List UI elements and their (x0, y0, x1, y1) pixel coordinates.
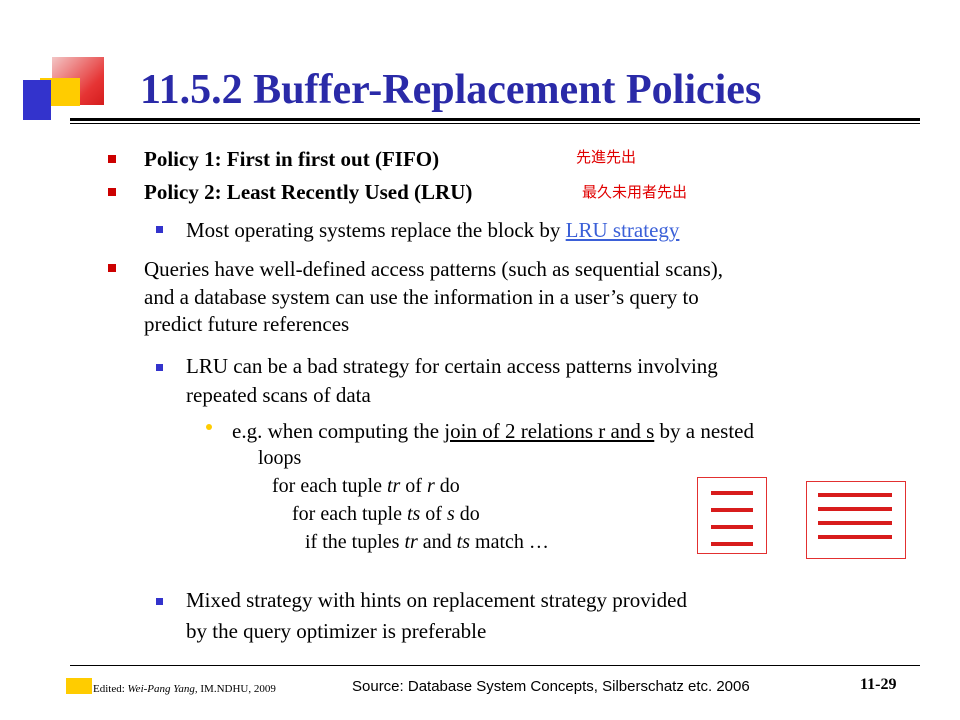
page-number: 11-29 (860, 676, 897, 693)
dot-bullet-icon (206, 424, 212, 430)
footer-edited-author: Wei-Pang Yang, (127, 683, 198, 695)
sub-bullet-icon (156, 226, 163, 233)
bullet-icon (108, 155, 116, 163)
slide-title: 11.5.2 Buffer-Replacement Policies (140, 67, 762, 113)
loop-2-text-a: for each tuple (292, 503, 407, 525)
os-lru-text: Most operating systems replace the block… (186, 217, 679, 243)
mixed-line-2: by the query optimizer is preferable (186, 619, 487, 643)
relation-s-page-icon (806, 481, 906, 559)
eg-line-1: e.g. when computing the join of 2 relati… (232, 418, 754, 444)
page-line (818, 521, 892, 525)
footer-edited-rest: IM.NDHU, 2009 (197, 683, 276, 695)
page-line (818, 507, 892, 511)
bullet-icon (108, 264, 116, 272)
policy-2-chinese-note: 最久未用者先出 (582, 183, 688, 201)
bullet-icon (108, 188, 116, 196)
eg-suffix: by a nested (654, 419, 754, 443)
page-line (711, 542, 753, 546)
loop-3-text-a: if the tuples (305, 531, 405, 553)
mixed-line-1: Mixed strategy with hints on replacement… (186, 588, 687, 612)
loop-line-3: if the tuples tr and ts match … (305, 531, 549, 554)
loop-3-text-b: and (417, 531, 457, 553)
footer-source: Source: Database System Concepts, Silber… (352, 678, 750, 695)
queries-line-2: and a database system can use the inform… (144, 285, 699, 309)
eg-line-2: loops (258, 447, 302, 469)
loop-3-var-ts: ts (456, 531, 471, 553)
loop-2-text-c: do (454, 503, 480, 525)
title-rule-thin (70, 123, 920, 124)
page-line (818, 493, 892, 497)
footer-logo-square (66, 678, 92, 694)
loop-1-text-b: of (400, 475, 427, 497)
page-line (818, 535, 892, 539)
page-line (711, 525, 753, 529)
loop-3-var-tr: tr (404, 531, 418, 553)
loop-3-text-c: match … (470, 531, 549, 553)
footer-rule (70, 665, 920, 666)
os-lru-prefix: Most operating systems replace the block… (186, 218, 566, 242)
loop-1-var-tr: tr (386, 475, 401, 497)
loop-line-2: for each tuple ts of s do (292, 503, 480, 526)
loop-line-1: for each tuple tr of r do (272, 475, 460, 498)
policy-2-text: Policy 2: Least Recently Used (LRU) (144, 180, 473, 204)
loop-1-text-c: do (434, 475, 460, 497)
page-line (711, 508, 753, 512)
footer-edited-label: Edited: (93, 683, 128, 695)
loop-2-var-ts: ts (406, 503, 421, 525)
lru-strategy-link[interactable]: LRU strategy (565, 218, 680, 242)
sub-bullet-icon (156, 364, 163, 371)
eg-join-underlined: join of 2 relations r and s (444, 419, 655, 443)
queries-line-3: predict future references (144, 312, 350, 336)
page-line (711, 491, 753, 495)
loop-2-var-s: s (446, 503, 455, 525)
lru-bad-line-2: repeated scans of data (186, 383, 371, 407)
logo-square-blue (23, 80, 51, 120)
eg-prefix: e.g. when computing the (232, 419, 445, 443)
loop-2-text-b: of (420, 503, 447, 525)
title-rule-thick (70, 118, 920, 121)
loop-1-text-a: for each tuple (272, 475, 387, 497)
queries-line-1: Queries have well-defined access pattern… (144, 257, 724, 281)
relation-r-page-icon (697, 477, 767, 554)
policy-1-text: Policy 1: First in first out (FIFO) (144, 147, 440, 171)
policy-1-chinese-note: 先進先出 (576, 148, 637, 166)
lru-bad-line-1: LRU can be a bad strategy for certain ac… (186, 354, 718, 378)
loop-1-var-r: r (426, 475, 435, 497)
footer-edited: Edited: Wei-Pang Yang, IM.NDHU, 2009 (93, 683, 276, 695)
sub-bullet-icon (156, 598, 163, 605)
